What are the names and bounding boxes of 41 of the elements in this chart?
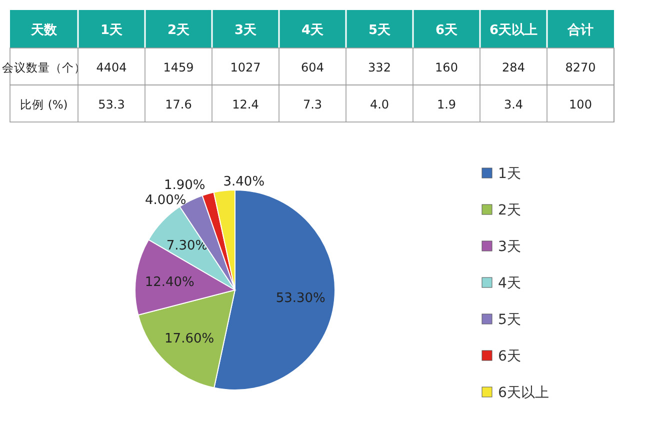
data-label: 4404 [96,60,127,74]
x-tick-label: 合计 [566,22,594,38]
data-label: 284 [502,60,525,74]
data-label: 53.30% [276,290,326,306]
data-label: 12.40% [144,275,194,290]
data-label: 100 [569,98,592,112]
data-label: 53.3 [98,98,125,112]
legend-label: 4天 [498,276,521,292]
legend-label: 6天 [498,348,521,364]
legend-label: 3天 [498,239,521,255]
legend-label: 6天以上 [498,385,549,401]
y-tick-label: 比例 (%) [20,98,68,112]
data-label: 1027 [230,60,261,74]
x-tick-label: 3天 [234,23,258,38]
data-label: 1.9 [436,98,456,112]
data-label: 12.4 [232,98,259,112]
data-label: 17.60% [164,332,214,347]
x-tick-label: 1天 [100,23,124,38]
legend-label: 1天 [498,166,521,182]
data-label: 17.6 [165,98,192,112]
y-tick-label: 会议数量（个） [2,60,86,74]
x-tick-label: 4天 [301,23,325,38]
data-label: 332 [368,60,391,74]
legend-label: 2天 [498,202,521,218]
data-label: 3.4 [504,98,524,112]
data-label: 1459 [163,60,194,74]
data-label: 7.3 [302,98,322,112]
x-tick-label: 6天以上 [489,23,538,38]
data-label: 4.00% [144,193,186,208]
data-label: 8270 [565,60,596,74]
data-label: 1.90% [164,178,206,194]
x-tick-label: 2天 [167,23,191,38]
data-label: 604 [301,60,324,74]
x-tick-label: 6天 [435,23,459,38]
data-label: 160 [435,60,458,74]
x-axis-title: 天数 [30,23,58,38]
legend-label: 5天 [498,312,521,328]
x-tick-label: 5天 [368,23,392,38]
data-label: 7.30% [166,238,208,254]
data-label: 3.40% [223,174,265,190]
data-label: 4.0 [370,98,390,112]
